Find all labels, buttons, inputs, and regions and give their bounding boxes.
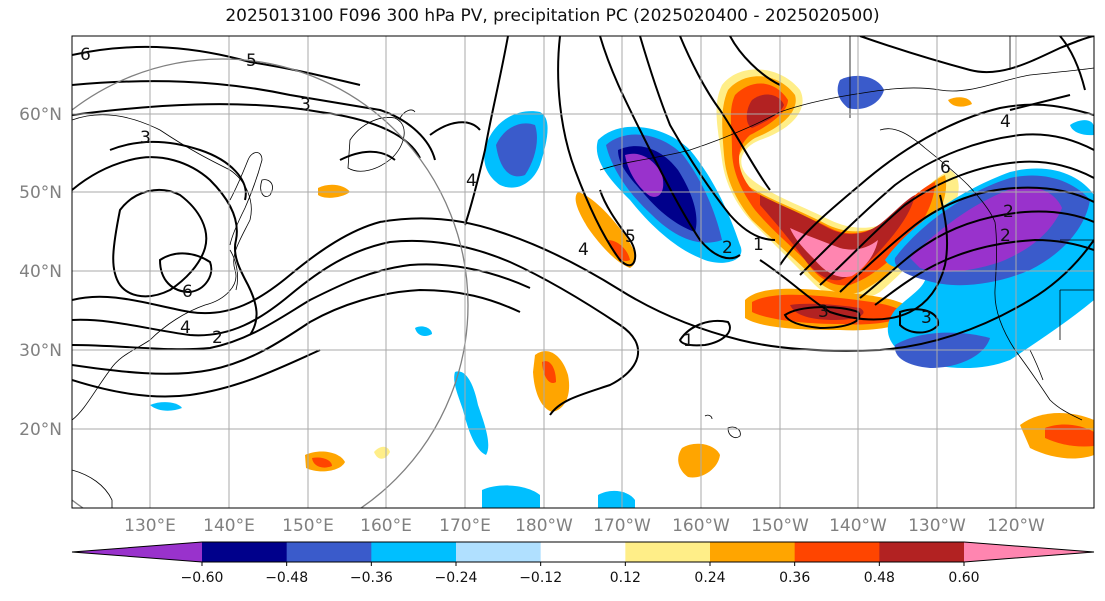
contour-label: 1 [683, 331, 694, 351]
graticule [72, 36, 1094, 508]
colorbar-tick-label: 0.48 [864, 570, 895, 586]
contour-label: 4 [180, 318, 191, 338]
precip-negative-area [454, 371, 489, 455]
lon-label: 170°W [593, 516, 651, 536]
contour-label: 5 [625, 227, 636, 247]
colorbar-segment [879, 542, 965, 562]
range-circle [72, 58, 469, 508]
map-border [71, 35, 1095, 509]
contour-label: 2 [1000, 226, 1011, 246]
lon-label: 120°W [987, 516, 1045, 536]
lon-label: 140°W [829, 516, 887, 536]
precip-negative-area [415, 326, 432, 336]
lat-label: 50°N [19, 183, 62, 203]
precip-negative-area [598, 490, 635, 508]
lat-label: 60°N [19, 105, 62, 125]
colorbar-tick-label: −0.24 [435, 570, 478, 586]
lat-label: 40°N [19, 262, 62, 282]
lat-label: 20°N [19, 420, 62, 440]
contour-label: 3 [140, 128, 151, 148]
lon-label: 150°E [282, 516, 334, 536]
contour-labels: 6 5 3 3 6 4 2 5 4 2 1 2 2 3 3 1 4 6 4 [80, 45, 1014, 351]
colorbar-segment [625, 542, 711, 562]
precip-positive-area [542, 361, 556, 384]
contour-label: 6 [80, 45, 91, 65]
precip-positive-area [790, 228, 878, 278]
precip-positive-area [1045, 424, 1094, 447]
longitude-labels: 130°E 140°E 150°E 160°E 170°E 180°W 170°… [124, 516, 1045, 536]
colorbar: −0.60 −0.48 −0.36 −0.24 −0.12 0.12 0.24 0.36 0.4… [71, 541, 1095, 586]
colorbar-extend-high [964, 542, 1094, 562]
precip-negative-area [496, 123, 537, 177]
contour-label: 1 [753, 235, 764, 255]
lon-label: 180°W [515, 516, 573, 536]
colorbar-segment [794, 542, 880, 562]
precip-positive-area [608, 240, 630, 262]
colorbar-segment [540, 542, 626, 562]
lon-label: 130°W [908, 516, 966, 536]
contour-label: 2 [722, 238, 733, 258]
colorbar-tick-label: −0.36 [350, 570, 393, 586]
colorbar-tick-label: −0.12 [519, 570, 562, 586]
precip-positive-area [678, 443, 720, 478]
colorbar-tick-label: 0.12 [610, 570, 641, 586]
map-title: 2025013100 F096 300 hPa PV, precipitatio… [225, 6, 880, 26]
colorbar-tick-label: 0.36 [779, 570, 810, 586]
precip-positive-area [318, 184, 350, 198]
lat-label: 30°N [19, 341, 62, 361]
colorbar-extend-low [72, 542, 202, 562]
colorbar-segment [371, 542, 457, 562]
colorbar-tick-label: 0.24 [694, 570, 725, 586]
precip-negative-area [1070, 120, 1094, 136]
contour-label: 3 [300, 95, 311, 115]
coastlines [72, 36, 1094, 508]
map-content: 6 5 3 3 6 4 2 5 4 2 1 2 2 3 3 1 4 6 4 [72, 36, 1094, 508]
contour-label: 6 [940, 158, 951, 178]
colorbar-segment [286, 542, 372, 562]
pv-contours [72, 36, 1094, 416]
precip-negative-area [150, 402, 182, 411]
lon-label: 140°E [203, 516, 255, 536]
lon-label: 170°E [439, 516, 491, 536]
precip-negative-area [625, 153, 664, 197]
latitude-labels: 60°N 50°N 40°N 30°N 20°N [19, 105, 62, 440]
contour-label: 2 [212, 328, 223, 348]
contour-label: 6 [182, 282, 193, 302]
colorbar-tick-label: −0.48 [265, 570, 308, 586]
precip-negative-area [482, 485, 540, 508]
colorbar-segment [710, 542, 796, 562]
contour-label: 3 [818, 302, 829, 322]
precip-negative-area [910, 187, 1062, 272]
lon-label: 160°W [672, 516, 730, 536]
precip-positive-area [746, 94, 784, 128]
precip-positive-area [948, 97, 972, 107]
contour-label: 5 [246, 51, 257, 71]
lon-label: 150°W [751, 516, 809, 536]
lon-label: 160°E [360, 516, 412, 536]
colorbar-segment [456, 542, 542, 562]
colorbar-segment [202, 542, 288, 562]
colorbar-tick-label: −0.60 [181, 570, 224, 586]
precip-positive-area [312, 457, 332, 468]
contour-label: 2 [1003, 202, 1014, 222]
precip-negative-area [837, 75, 884, 110]
contour-label: 4 [578, 240, 589, 260]
lon-label: 130°E [124, 516, 176, 536]
contour-label: 4 [1000, 112, 1011, 132]
contour-label: 3 [921, 308, 932, 328]
contour-label: 4 [466, 171, 477, 191]
colorbar-tick-label: 0.60 [948, 570, 979, 586]
